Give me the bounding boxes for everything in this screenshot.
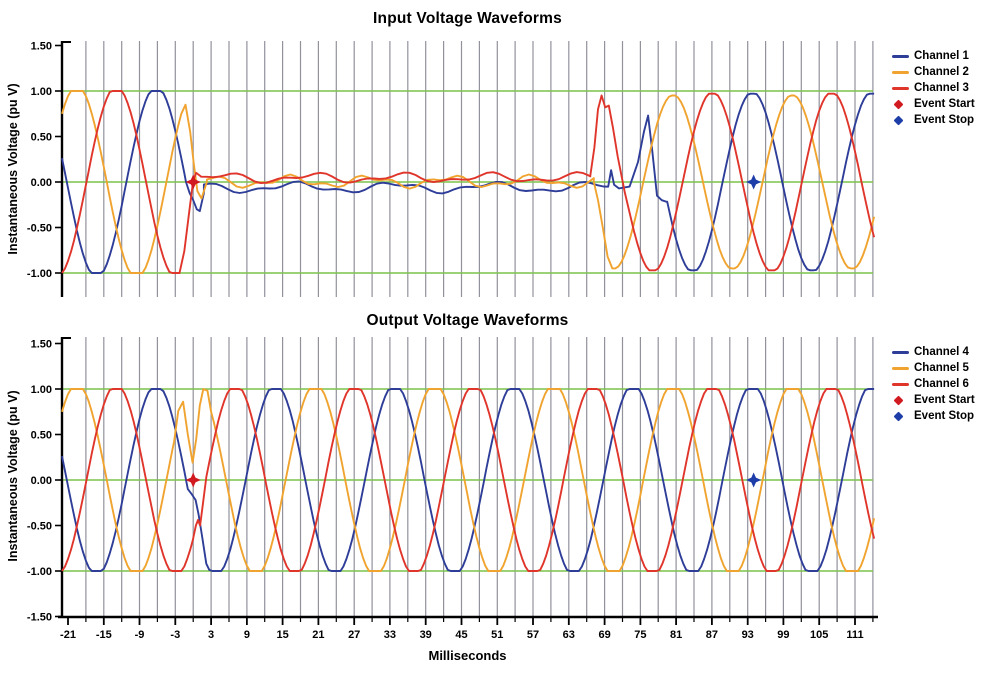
x-tick-label: 21 — [312, 629, 324, 641]
x-tick-label: 51 — [491, 629, 503, 641]
waveform-channel-6 — [61, 388, 876, 572]
legend-item: Event Stop — [890, 112, 998, 128]
x-tick-label: 33 — [384, 629, 396, 641]
y-tick-label: 0.00 — [31, 177, 52, 189]
legend-label: Channel 2 — [914, 66, 969, 78]
x-tick-label: 57 — [527, 629, 539, 641]
y-tick-label: -1.00 — [27, 566, 52, 578]
legend-item: Channel 2 — [890, 64, 998, 80]
y-tick-label: 0.50 — [31, 132, 52, 144]
y-tick-label: 1.00 — [31, 384, 52, 396]
legend-diamond-icon — [890, 411, 914, 421]
legend-item: Channel 5 — [890, 360, 998, 376]
x-tick-label: 81 — [670, 629, 682, 641]
legend-label: Channel 6 — [914, 378, 969, 390]
y-tick-label: 1.00 — [31, 86, 52, 98]
legend-line-swatch — [890, 70, 914, 74]
x-tick-label: 69 — [598, 629, 610, 641]
legend-label: Channel 3 — [914, 82, 969, 94]
x-tick-label: 111 — [846, 629, 863, 641]
legend-line-swatch — [890, 86, 914, 90]
y-tick-label: -0.50 — [27, 223, 52, 235]
legend-line-swatch — [890, 350, 914, 354]
y-tick-label: -0.50 — [27, 521, 52, 533]
input-chart-title: Input Voltage Waveforms — [373, 10, 562, 27]
x-tick-label: 15 — [276, 629, 288, 641]
legend-item: Channel 1 — [890, 48, 998, 64]
legend-label: Channel 5 — [914, 362, 969, 374]
x-tick-label: -21 — [60, 629, 76, 641]
x-tick-label: 87 — [706, 629, 718, 641]
legend-item: Channel 4 — [890, 344, 998, 360]
output-chart-legend: Channel 4 Channel 5 Channel 6 Event Start Ev… — [890, 344, 998, 424]
x-tick-label: 75 — [634, 629, 646, 641]
legend-label: Event Stop — [914, 410, 975, 422]
x-tick-label: 9 — [244, 629, 250, 641]
x-axis-title: Milliseconds — [428, 648, 507, 663]
event-marker-event-stop — [746, 174, 762, 190]
legend-item: Channel 6 — [890, 376, 998, 392]
waveform-channel-5 — [61, 388, 876, 572]
y-tick-label: 1.50 — [31, 339, 52, 351]
event-marker-event-start — [185, 174, 201, 190]
legend-label: Event Stop — [914, 114, 975, 126]
legend-item: Event Start — [890, 96, 998, 112]
x-tick-label: -9 — [135, 629, 145, 641]
y-tick-label: 0.00 — [31, 475, 52, 487]
x-tick-label: 99 — [777, 629, 789, 641]
legend-diamond-icon — [890, 395, 914, 405]
legend-line-swatch — [890, 54, 914, 58]
legend-label: Event Start — [914, 98, 975, 110]
legend-label: Event Start — [914, 394, 975, 406]
legend-item: Event Start — [890, 392, 998, 408]
x-tick-label: 3 — [208, 629, 214, 641]
waveform-channel-3 — [61, 90, 876, 274]
legend-diamond-icon — [890, 99, 914, 109]
x-tick-label: -3 — [170, 629, 180, 641]
legend-diamond-icon — [890, 115, 914, 125]
input-chart-legend: Channel 1 Channel 2 Channel 3 Event Start Ev… — [890, 48, 998, 128]
event-marker-event-stop — [746, 472, 762, 488]
x-tick-label: -15 — [96, 629, 112, 641]
y-tick-label: 1.50 — [31, 41, 52, 53]
y-tick-label: -1.50 — [27, 612, 52, 624]
x-tick-label: 63 — [563, 629, 575, 641]
y-tick-label: 0.50 — [31, 430, 52, 442]
x-tick-label: 93 — [742, 629, 754, 641]
waveform-channel-2 — [61, 90, 876, 274]
x-tick-label: 39 — [420, 629, 432, 641]
x-tick-label: 105 — [810, 629, 828, 641]
waveform-channel-4 — [61, 388, 875, 572]
waveform-channel-1 — [61, 90, 875, 274]
legend-label: Channel 1 — [914, 50, 969, 62]
legend-label: Channel 4 — [914, 346, 969, 358]
x-tick-label: 27 — [348, 629, 360, 641]
legend-line-swatch — [890, 382, 914, 386]
legend-item: Event Stop — [890, 408, 998, 424]
y-tick-label: -1.00 — [27, 268, 52, 280]
event-marker-event-start — [185, 472, 201, 488]
output-chart-title: Output Voltage Waveforms — [366, 312, 569, 329]
legend-item: Channel 3 — [890, 80, 998, 96]
x-tick-label: 45 — [455, 629, 467, 641]
legend-line-swatch — [890, 366, 914, 370]
